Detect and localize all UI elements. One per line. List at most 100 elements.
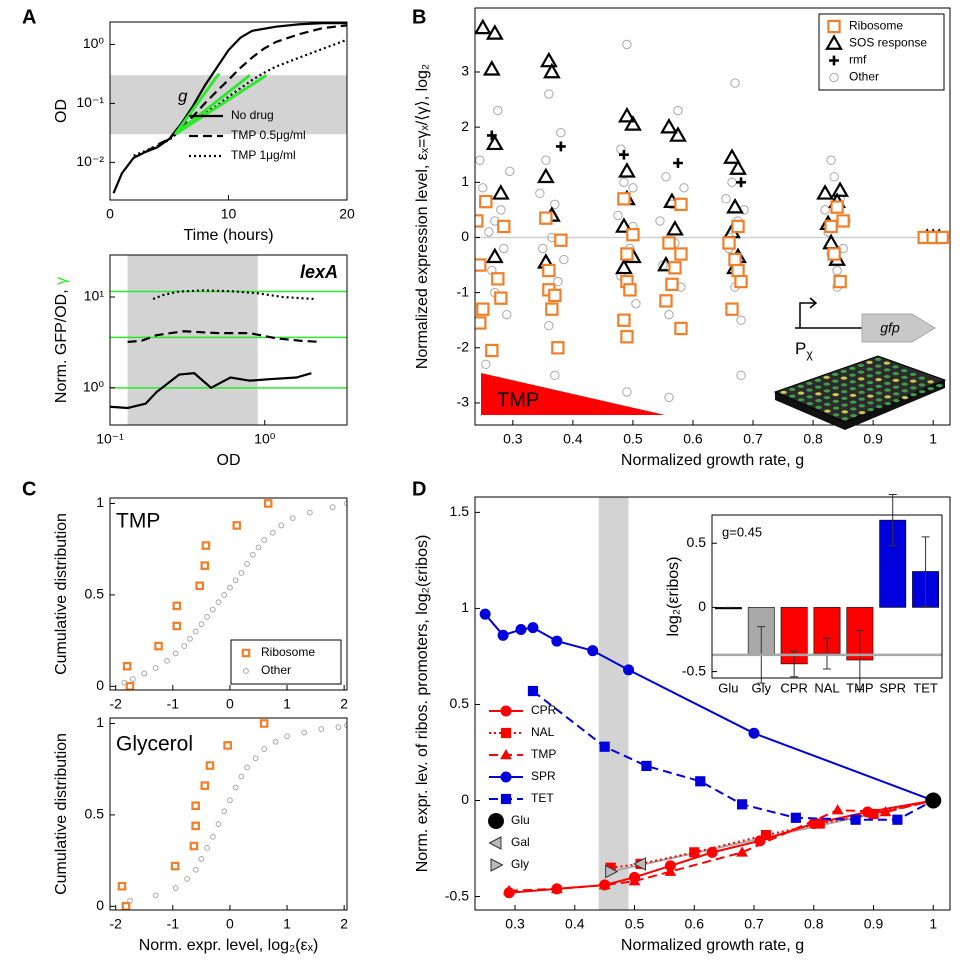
y-tick-label: 10⁰ [83, 35, 105, 51]
plate-well [884, 388, 891, 392]
marker-circle [820, 205, 830, 215]
marker-triangle [831, 804, 844, 815]
x-tick-label: 0.4 [563, 431, 583, 447]
x-tick-label: 10⁰ [254, 431, 276, 447]
category-label: Gly [752, 680, 772, 695]
x-tick-label: 0.7 [744, 916, 764, 932]
marker-triangle [624, 115, 642, 131]
marker-circle [623, 664, 635, 676]
plate-well [892, 385, 900, 389]
marker-square [760, 829, 772, 841]
marker-square [191, 821, 200, 831]
marker-tri-left [488, 836, 502, 850]
plate-well [858, 384, 865, 388]
plate-well [875, 384, 882, 388]
marker-circle [613, 210, 623, 221]
plate-top [773, 355, 947, 423]
marker-triangle [542, 62, 561, 79]
plate-well [832, 399, 840, 403]
marker-square [725, 302, 739, 316]
error-bar [855, 630, 864, 691]
plate-well [858, 390, 865, 394]
plate-well [884, 402, 892, 406]
marker-circle [556, 127, 566, 138]
marker-circle [500, 705, 512, 717]
marker-square [626, 228, 640, 242]
marker-circle [587, 645, 599, 657]
y-tick-label: 0 [461, 791, 469, 807]
marker-square [623, 283, 637, 297]
y-axis-label: OD [53, 99, 70, 123]
marker-circle [278, 522, 285, 529]
drug-gradient [481, 373, 665, 415]
plate-well [824, 409, 831, 413]
x-tick-label: -2 [109, 696, 122, 712]
x-tick-label: -1 [167, 916, 180, 932]
y-axis-label: Cumulative distribution [53, 513, 70, 675]
category-label: Glu [718, 680, 738, 695]
legend-box [230, 639, 342, 685]
plate-well [892, 372, 899, 376]
plate-well [806, 402, 814, 406]
marker-circle [655, 216, 665, 226]
marker-triangle [666, 219, 684, 236]
marker-square [191, 801, 200, 811]
promoter-subscript: χ [806, 347, 813, 361]
marker-square [475, 316, 487, 330]
plate-well [918, 376, 926, 380]
plate-well [823, 375, 830, 379]
plate-well [832, 413, 840, 417]
plate-well [875, 391, 883, 395]
legend-label: CPR [531, 703, 557, 717]
marker-square [200, 781, 210, 790]
x-tick-label: 0.5 [625, 916, 645, 932]
y-axis-label: Cumulative distribution [53, 733, 70, 895]
y-tick-label: 2 [461, 118, 469, 134]
marker-circle [164, 657, 171, 664]
series-line [509, 799, 934, 892]
y-tick-label: 0 [698, 598, 706, 614]
marker-square [117, 881, 127, 891]
plate-well [867, 401, 874, 405]
plate-well [910, 386, 917, 390]
y-tick-label: -0.5 [445, 887, 469, 903]
annotation: Glycerol [116, 733, 193, 756]
plate-well [780, 390, 787, 394]
marker-circle [289, 515, 296, 522]
x-tick-label: 0.3 [505, 916, 525, 932]
plate-well [841, 410, 848, 414]
plot-area [110, 22, 347, 194]
marker-square [827, 19, 841, 34]
plate-well [858, 377, 865, 381]
marker-triangle [669, 126, 687, 142]
marker-circle [232, 577, 239, 584]
marker-square [728, 252, 742, 267]
marker-tri-right [490, 858, 504, 872]
series-line [133, 24, 347, 159]
error-bar [921, 536, 930, 607]
marker-circle [832, 265, 842, 276]
x-axis-label: Norm. expr. level, log₂(εₓ) [139, 937, 319, 954]
marker-square [659, 294, 673, 308]
marker-circle [344, 722, 347, 729]
marker-circle [192, 628, 199, 635]
marker-square [551, 341, 565, 355]
y-tick-label: 0 [96, 677, 104, 693]
plate-well [814, 385, 822, 389]
plate-well [814, 378, 822, 382]
marker-square [475, 214, 484, 228]
y-tick-label: 0.5 [85, 806, 105, 822]
marker-square [263, 499, 273, 508]
marker-square [689, 847, 700, 858]
marker-tri-right [605, 864, 619, 879]
marker-triangle [831, 181, 850, 197]
promoter-label: Pχ [795, 339, 813, 361]
plate-well [883, 368, 891, 372]
marker-square [868, 808, 879, 820]
category-label: CPR [780, 680, 807, 695]
error-bar [823, 637, 831, 670]
marker-circle [478, 183, 488, 193]
fit-line [174, 73, 268, 136]
marker-square [827, 247, 841, 261]
